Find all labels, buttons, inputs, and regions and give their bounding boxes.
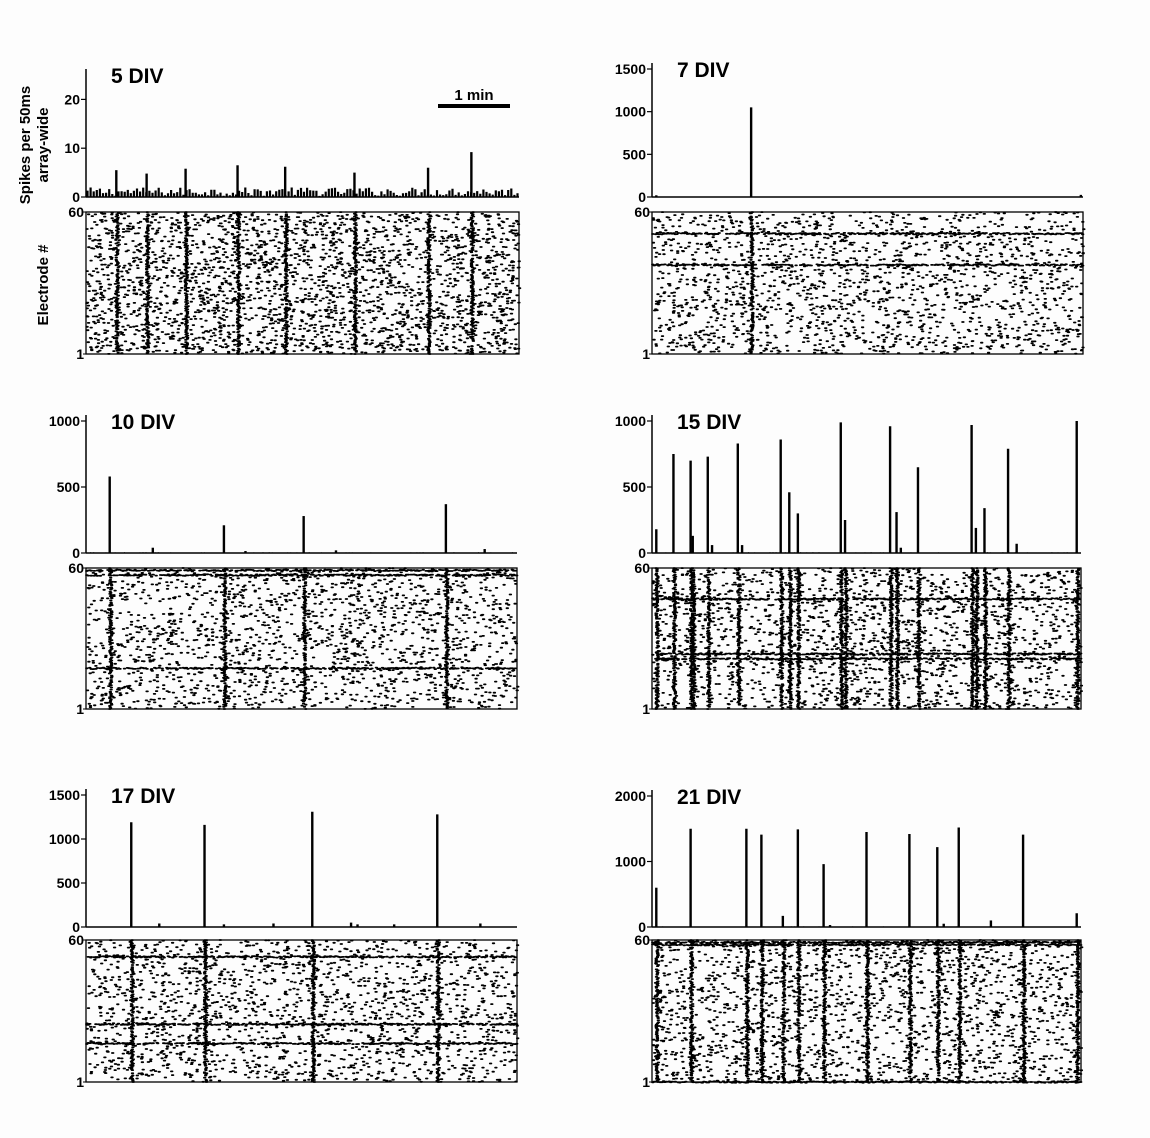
raster-spikes bbox=[651, 567, 1084, 710]
hist-y-tick-label: 1500 bbox=[615, 61, 646, 77]
panel-title: 7 DIV bbox=[677, 59, 730, 82]
raster-y-tick-label: 60 bbox=[634, 204, 650, 220]
raster-spikes bbox=[85, 211, 522, 355]
raster-y-tick-label: 60 bbox=[68, 560, 84, 576]
panel-title: 21 DIV bbox=[677, 786, 741, 809]
raster-frame bbox=[85, 211, 520, 355]
hist-y-tick-label: 1500 bbox=[49, 787, 80, 803]
hist-y-tick-label: 0 bbox=[638, 545, 646, 561]
raster-y-tick-label: 1 bbox=[642, 346, 650, 362]
ylabel-top-group: Spikes per 50ms array-wide bbox=[17, 86, 52, 204]
raster-frame bbox=[651, 567, 1082, 710]
hist-y-tick-label: 0 bbox=[638, 189, 646, 205]
panel-2: 10 DIV 0 500 1000 1 60 bbox=[49, 411, 520, 717]
hist-y-tick-label: 0 bbox=[638, 919, 646, 935]
raster-frame bbox=[85, 567, 518, 710]
ylabel-top-line2: array-wide bbox=[35, 107, 52, 182]
raster-spikes bbox=[651, 211, 1086, 355]
raster-y-tick-label: 1 bbox=[76, 701, 84, 717]
hist-y-tick-label: 0 bbox=[72, 545, 80, 561]
hist-y-tick-label: 1000 bbox=[49, 413, 80, 429]
panel-1: 7 DIV 0 500 1000 1500 1 60 bbox=[615, 59, 1086, 362]
panel-5: 21 DIV 0 1000 2000 1 60 bbox=[615, 786, 1084, 1090]
panel-title: 15 DIV bbox=[677, 411, 741, 434]
raster-y-tick-label: 1 bbox=[76, 346, 84, 362]
panel-4: 17 DIV 0 500 1000 1500 1 60 bbox=[49, 785, 520, 1090]
hist-y-tick-label: 0 bbox=[72, 919, 80, 935]
hist-y-tick-label: 1000 bbox=[615, 413, 646, 429]
scale-bar-label: 1 min bbox=[454, 87, 493, 104]
panel-0: 5 DIV 0 10 20 1 60 bbox=[64, 65, 522, 362]
raster-spikes bbox=[85, 939, 520, 1083]
panel-title: 5 DIV bbox=[111, 65, 164, 88]
panel-title: 17 DIV bbox=[111, 785, 175, 808]
panel-title: 10 DIV bbox=[111, 411, 175, 434]
raster-spikes bbox=[85, 567, 520, 710]
raster-spikes bbox=[651, 939, 1084, 1084]
hist-y-tick-label: 1000 bbox=[615, 104, 646, 120]
raster-frame bbox=[85, 939, 518, 1083]
hist-y-tick-label: 500 bbox=[57, 875, 81, 891]
hist-y-tick-label: 0 bbox=[72, 189, 80, 205]
hist-y-tick-label: 1000 bbox=[49, 831, 80, 847]
scale-bar-group: 1 min bbox=[438, 87, 510, 108]
hist-baseline-bins bbox=[87, 552, 516, 553]
hist-y-tick-label: 20 bbox=[64, 91, 80, 107]
raster-y-tick-label: 1 bbox=[76, 1074, 84, 1090]
hist-y-tick-label: 500 bbox=[57, 479, 81, 495]
raster-y-tick-label: 60 bbox=[634, 560, 650, 576]
hist-y-tick-label: 500 bbox=[623, 479, 647, 495]
hist-y-tick-label: 10 bbox=[64, 140, 80, 156]
hist-baseline-bins bbox=[86, 187, 519, 197]
ylabel-top-line1: Spikes per 50ms bbox=[17, 86, 34, 204]
hist-baseline-bins bbox=[653, 926, 1080, 927]
ylabel-bottom: Electrode # bbox=[35, 244, 52, 326]
raster-y-tick-label: 1 bbox=[642, 1074, 650, 1090]
raster-y-tick-label: 1 bbox=[642, 701, 650, 717]
raster-y-tick-label: 60 bbox=[634, 932, 650, 948]
hist-baseline-bins bbox=[653, 196, 1082, 197]
hist-y-tick-label: 2000 bbox=[615, 788, 646, 804]
hist-y-tick-label: 500 bbox=[623, 146, 647, 162]
panel-3: 15 DIV 0 500 1000 1 60 bbox=[615, 411, 1084, 717]
hist-y-tick-label: 1000 bbox=[615, 854, 646, 870]
raster-y-tick-label: 60 bbox=[68, 932, 84, 948]
hist-baseline-bins bbox=[87, 926, 516, 927]
raster-y-tick-label: 60 bbox=[68, 204, 84, 220]
